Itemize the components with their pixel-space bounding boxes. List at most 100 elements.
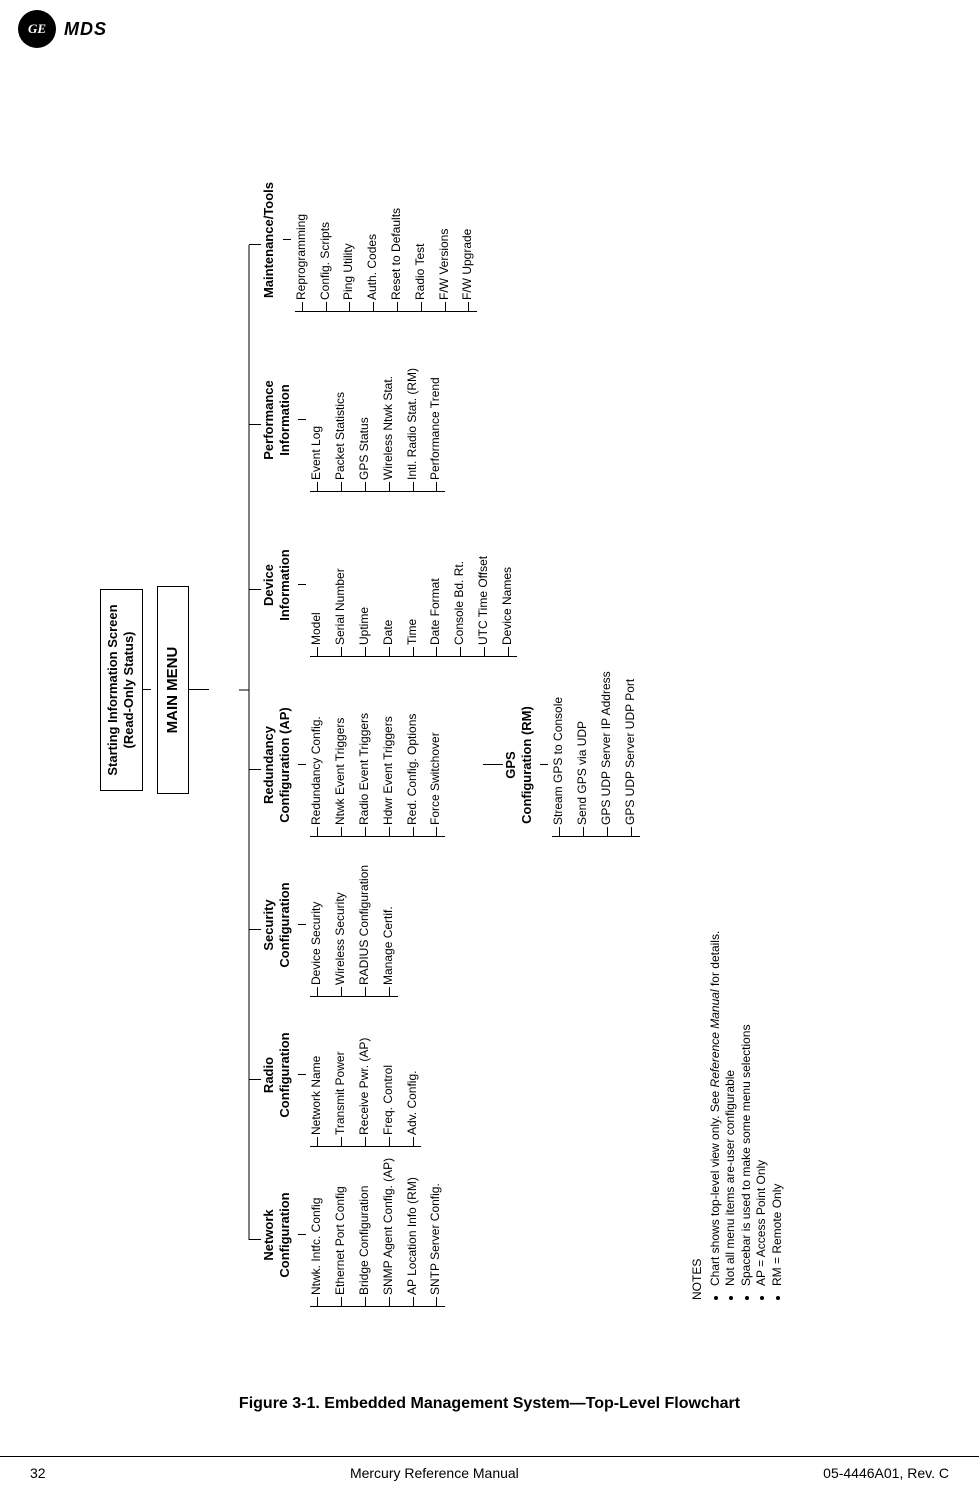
branch-item: Radio Test [414,208,438,312]
branch-item: Transmit Power [334,1038,358,1147]
branch-item: Packet Statistics [334,368,358,492]
connector [249,769,261,770]
branch-list: ReprogrammingConfig. ScriptsPing Utility… [295,208,485,312]
branch-item: Console Bd. Rt. [453,556,477,657]
branch-item: Adv. Config. [406,1038,430,1147]
column-header: Maintenance/Tools [261,182,277,298]
figure-caption: Figure 3-1. Embedded Management System—T… [0,1395,979,1413]
branch-item: Auth. Codes [366,208,390,312]
footer-center: Mercury Reference Manual [350,1465,519,1481]
branch-item: AP Location Info (RM) [406,1158,430,1307]
connector [189,690,209,691]
ge-logo: GE [18,10,56,48]
note-item: AP = Access Point Only [754,900,770,1286]
column-header: Device Information [261,549,292,621]
connector [483,765,503,766]
branch-item: Wireless Security [334,865,358,997]
branch-item: Date [382,556,406,657]
branch-list: Event LogPacket StatisticsGPS StatusWire… [310,368,453,492]
branch-item: Network Name [310,1038,334,1147]
branch-item: Ethernet Port Config [334,1158,358,1307]
branch-item: Intl. Radio Stat. (RM) [406,368,430,492]
branch-item: Force Switchover [429,713,453,837]
branch-item: Manage Certif. [382,865,406,997]
branch-item: Device Names [501,556,525,657]
column-header: Redundancy Configuration (AP) [261,707,292,823]
connector [249,1239,261,1240]
branch-item: Wireless Ntwk Stat. [382,368,406,492]
menu-column: Maintenance/Tools ReprogrammingConfig. Sc… [261,160,485,320]
menu-column: Network ConfigurationNtwk. Intfc. Config… [261,1155,453,1315]
connector [298,1075,306,1076]
column-header: Radio Configuration [261,1032,292,1117]
branch-item: UTC Time Offset [477,556,501,657]
footer-right: 05-4446A01, Rev. C [823,1465,949,1481]
branch-item: Send GPS via UDP [576,671,600,837]
menu-column: Redundancy Configuration (AP) Redundancy … [261,685,647,845]
branch-item: Ntwk. Intfc. Config [310,1158,334,1307]
connector [540,765,548,766]
diagram-rotated: Starting Information Screen (Read-Only S… [100,60,940,1320]
branch-item: Device Security [310,865,334,997]
branch-item: SNMP Agent Config. (AP) [382,1158,406,1307]
title-line2: (Read-Only Status) [121,632,136,749]
branch-item: Performance Trend [429,368,453,492]
branch-item: Bridge Configuration [358,1158,382,1307]
brand-text: MDS [64,19,107,40]
connector [249,244,261,245]
branch-item: Config. Scripts [319,208,343,312]
connector [249,929,261,930]
branch-list: Redundancy Config.Ntwk Event TriggersRad… [310,713,453,837]
branch-item: F/W Upgrade [461,208,485,312]
connector [283,240,291,241]
branch-item: GPS UDP Server IP Address [600,671,624,837]
diagram-container: Starting Information Screen (Read-Only S… [100,60,940,1320]
connector [249,589,261,590]
branch-item: Freq. Control [382,1038,406,1147]
connector [249,424,261,425]
branch-item: F/W Versions [438,208,462,312]
column-header: Security Configuration [261,882,292,967]
branch-item: Ping Utility [342,208,366,312]
connector [298,1235,306,1236]
branch-item: Stream GPS to Console [552,671,576,837]
branch-item: GPS Status [358,368,382,492]
note-item: Chart shows top-level view only. See Ref… [708,900,724,1286]
branch-item: Uptime [358,556,382,657]
connector [298,585,306,586]
branch-item: Serial Number [334,556,358,657]
connector [249,1079,261,1080]
note-item: RM = Remote Only [770,900,786,1286]
title-line1: Starting Information Screen [105,604,120,775]
branch-item: Model [310,556,334,657]
branch-item: Hdwr Event Triggers [382,713,406,837]
menu-column: Radio Configuration Network NameTransmit … [261,995,429,1155]
notes-title: NOTES [690,900,706,1300]
sub-column-header: GPS Configuration (RM) [503,706,534,824]
menu-column: Device Information ModelSerial NumberUpti… [261,505,524,665]
branch-list: Stream GPS to ConsoleSend GPS via UDPGPS… [552,671,647,837]
tree-top: Starting Information Screen (Read-Only S… [100,60,209,1320]
branch-item: Receive Pwr. (AP) [358,1038,382,1147]
columns: Network ConfigurationNtwk. Intfc. Config… [239,60,939,1320]
note-item: Spacebar is used to make some menu selec… [739,900,755,1286]
page-header: GE MDS [0,0,979,58]
branch-list: ModelSerial NumberUptimeDateTimeDate For… [310,556,524,657]
branch-item: Event Log [310,368,334,492]
footer: 32 Mercury Reference Manual 05-4446A01, … [0,1456,979,1481]
branch-item: Time [406,556,430,657]
page-number: 32 [30,1465,46,1481]
sub-group: GPS Configuration (RM)Stream GPS to Cons… [483,685,647,845]
branch-item: RADIUS Configuration [358,865,382,997]
connector [298,925,306,926]
connector [298,420,306,421]
connector [143,690,151,691]
notes: NOTES Chart shows top-level view only. S… [690,900,786,1300]
columns-wrap: Network ConfigurationNtwk. Intfc. Config… [239,60,939,1320]
branch-item: Reset to Defaults [390,208,414,312]
branch-list: Device SecurityWireless SecurityRADIUS C… [310,865,405,997]
branch-list: Ntwk. Intfc. ConfigEthernet Port ConfigB… [310,1158,453,1307]
branch-item: Date Format [429,556,453,657]
branch-item: SNTP Server Config. [429,1158,453,1307]
menu-column: Security Configuration Device SecurityWir… [261,845,405,1005]
